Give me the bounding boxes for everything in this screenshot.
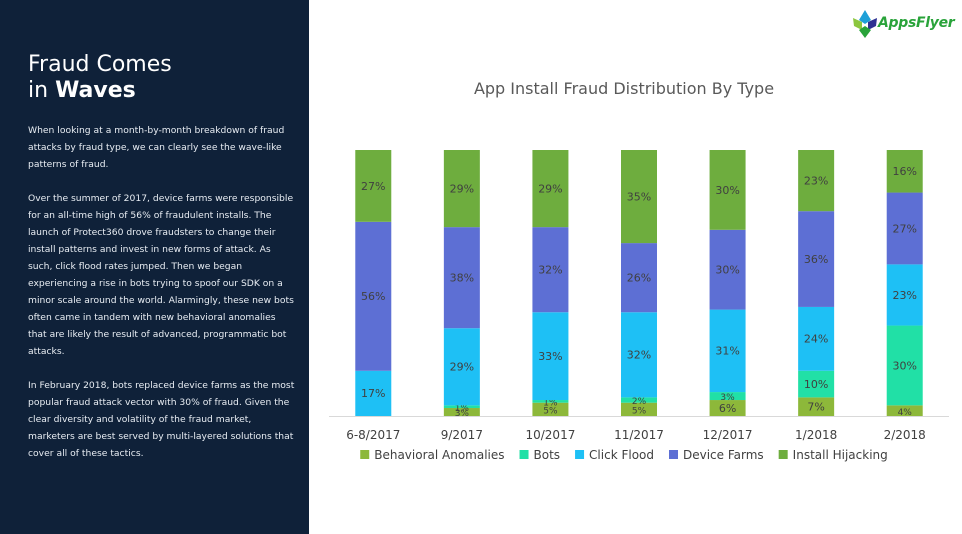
stacked-bar-chart: App Install Fraud Distribution By Type 17… [329, 79, 949, 462]
bar-segment-device-farms [532, 227, 569, 313]
bar-segment-bots [443, 405, 480, 409]
bar-segment-install-hijacking [621, 150, 657, 244]
data-label-device-farms: 36% [804, 253, 828, 266]
data-label-install-hijacking: 29% [538, 182, 562, 195]
bar-segment-install-hijacking [355, 150, 392, 222]
bar-segment-device-farms [798, 211, 835, 307]
bar-segment-bots [709, 392, 746, 401]
legend-label-bots: Bots [534, 448, 561, 462]
data-label-device-farms: 26% [627, 272, 651, 285]
bar-segment-click-flood [798, 306, 835, 371]
data-label-click-flood: 24% [804, 333, 828, 346]
bar-segment-device-farms [709, 229, 746, 310]
data-label-install-hijacking: 29% [450, 182, 474, 195]
data-label-click-flood: 29% [450, 361, 474, 374]
x-tick-label: 9/2017 [441, 428, 483, 442]
data-label-click-flood: 33% [538, 350, 562, 363]
data-label-behavioral-anomalies: 6% [719, 402, 736, 415]
bar-segment-click-flood [355, 370, 392, 416]
title-in: in [28, 78, 49, 103]
bar-segment-device-farms [443, 227, 480, 329]
data-label-behavioral-anomalies: 5% [632, 407, 647, 417]
data-label-bots: 1% [455, 404, 470, 414]
bar-segment-click-flood [886, 264, 923, 326]
data-label-click-flood: 32% [627, 349, 651, 362]
bar-segment-bots [532, 400, 569, 403]
data-label-device-farms: 56% [361, 290, 385, 303]
data-label-bots: 10% [804, 378, 828, 391]
bar-segment-bots [886, 325, 923, 406]
legend-label-click-flood: Click Flood [589, 448, 654, 462]
title-line-1: Fraud Comes [28, 52, 172, 77]
legend-swatch-behavioral-anomalies [360, 450, 370, 459]
bar-segment-device-farms [886, 192, 923, 265]
legend-label-install-hijacking: Install Hijacking [793, 448, 888, 462]
bar-segment-behavioral-anomalies [443, 408, 480, 416]
legend-label-device-farms: Device Farms [683, 448, 764, 462]
bar-segment-device-farms [621, 243, 657, 313]
data-label-device-farms: 38% [450, 272, 474, 285]
bar-segment-click-flood [532, 312, 569, 401]
bar-segment-click-flood [621, 312, 657, 398]
data-label-click-flood: 17% [361, 387, 385, 400]
data-label-bots: 1% [543, 399, 558, 409]
x-tick-label: 6-8/2017 [346, 428, 400, 442]
sidebar-panel: Fraud Comes in Waves When looking at a m… [0, 0, 309, 534]
legend-swatch-device-farms [669, 450, 679, 459]
paragraph-2: Over the summer of 2017, device farms we… [28, 193, 294, 357]
data-label-install-hijacking: 35% [627, 190, 651, 203]
data-label-click-flood: 23% [892, 289, 916, 302]
x-tick-label: 12/2017 [703, 428, 753, 442]
data-label-bots: 3% [720, 393, 735, 403]
bar-segment-behavioral-anomalies [532, 402, 569, 416]
paragraph-3: In February 2018, bots replaced device f… [28, 380, 295, 459]
data-label-behavioral-anomalies: 5% [543, 407, 558, 417]
data-label-install-hijacking: 16% [892, 165, 916, 178]
legend-swatch-bots [519, 450, 529, 459]
logo-text: AppsFlyer [878, 15, 955, 31]
x-tick-label: 1/2018 [795, 428, 837, 442]
data-label-bots: 2% [632, 397, 647, 407]
bar-segment-install-hijacking [443, 150, 480, 228]
bar-segment-click-flood [443, 328, 480, 406]
x-tick-label: 2/2018 [884, 428, 926, 442]
appsflyer-logo: AppsFlyer [850, 8, 955, 42]
data-label-behavioral-anomalies: 4% [898, 408, 913, 418]
bar-segment-install-hijacking [886, 150, 923, 193]
data-label-device-farms: 30% [715, 264, 739, 277]
data-label-install-hijacking: 27% [361, 180, 385, 193]
chart-panel: AppsFlyer App Install Fraud Distribution… [309, 0, 962, 534]
legend-label-behavioral-anomalies: Behavioral Anomalies [374, 448, 504, 462]
bar-segment-bots [798, 370, 835, 398]
data-label-click-flood: 31% [715, 345, 739, 358]
legend-swatch-install-hijacking [778, 450, 788, 459]
x-tick-label: 10/2017 [525, 428, 575, 442]
bar-segment-install-hijacking [709, 150, 746, 230]
data-label-install-hijacking: 30% [715, 184, 739, 197]
bar-segment-install-hijacking [798, 150, 835, 212]
data-label-bots: 30% [892, 359, 916, 372]
bar-segment-behavioral-anomalies [886, 405, 923, 416]
title-bold-word: Waves [55, 78, 136, 103]
bar-segment-behavioral-anomalies [621, 402, 657, 416]
paragraph-1: When looking at a month-by-month breakdo… [28, 125, 285, 170]
data-label-device-farms: 27% [892, 222, 916, 235]
legend-swatch-click-flood [575, 450, 585, 459]
x-tick-label: 11/2017 [614, 428, 664, 442]
bar-segment-device-farms [355, 221, 392, 371]
bar-segment-behavioral-anomalies [709, 400, 746, 416]
bar-segment-bots [621, 397, 657, 403]
chart-title: App Install Fraud Distribution By Type [474, 79, 774, 98]
bar-segment-install-hijacking [532, 150, 569, 228]
page-title: Fraud Comes in Waves [28, 52, 295, 104]
data-label-install-hijacking: 23% [804, 174, 828, 187]
bar-segment-click-flood [709, 309, 746, 393]
data-label-device-farms: 32% [538, 264, 562, 277]
appsflyer-leaf-icon [853, 10, 877, 38]
data-label-behavioral-anomalies: 7% [807, 401, 824, 414]
bar-segment-behavioral-anomalies [798, 397, 835, 416]
data-label-behavioral-anomalies: 3% [455, 409, 470, 419]
